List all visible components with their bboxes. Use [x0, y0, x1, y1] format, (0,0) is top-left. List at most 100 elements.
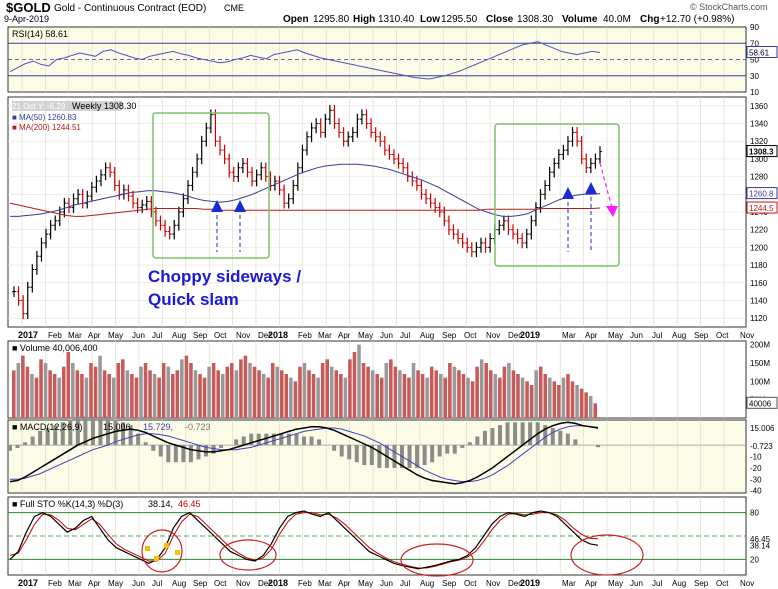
volume-bar: [34, 377, 39, 418]
volume-bar: [175, 370, 180, 418]
volume-bar: [475, 366, 479, 418]
macd-hist-bar: [173, 445, 178, 463]
highlight-circle: [400, 543, 474, 577]
open-label: Open: [283, 14, 309, 25]
volume-bar: [443, 377, 448, 418]
month-tick: Oct: [464, 331, 477, 340]
macd-hist-bar: [241, 436, 246, 446]
volume-bar: [588, 396, 593, 418]
volume-bar: [130, 374, 134, 418]
volume-bar: [284, 374, 289, 418]
month-tick: Jun: [630, 579, 643, 588]
macd-hist-bar: [204, 445, 208, 457]
ohlc-readout: Open 1295.80 High 1310.40 Low 1295.50 Cl…: [283, 14, 735, 25]
date-axis-bg: [8, 576, 746, 589]
annotation-text-line: Choppy sideways /: [148, 267, 301, 286]
volume-bar: [125, 370, 130, 418]
volume-bar: [66, 352, 71, 418]
macd-hist-bar: [550, 427, 555, 446]
volume-bar: [534, 370, 538, 418]
volume-bar: [543, 374, 548, 418]
month-tick: Sep: [694, 579, 709, 588]
volume-bar: [230, 363, 234, 418]
yellow-marker: [154, 556, 159, 561]
volume-bar: [116, 363, 121, 418]
volume-bar: [98, 355, 102, 418]
volume-last-value: 40006: [749, 399, 772, 408]
macd-hist-bar: [354, 445, 359, 463]
volume-bar: [561, 377, 566, 418]
price-y-tick: 1280: [750, 173, 768, 182]
month-tick: Apr: [338, 579, 351, 588]
macd-hist-bar: [279, 433, 284, 446]
ma200-legend: ■ MA(200) 1244.51: [12, 123, 81, 132]
volume-bar: [584, 392, 588, 418]
date-axis-bg: [8, 328, 746, 341]
macd-hist-bar: [30, 436, 35, 446]
volume-bar: [252, 366, 257, 418]
ma50-legend: ■ MA(50) 1260.83: [12, 113, 77, 122]
volume-bar: [30, 374, 34, 418]
month-tick: Jun: [132, 331, 145, 340]
month-tick: Nov: [236, 331, 250, 340]
month-tick: Aug: [420, 579, 434, 588]
sto-d-line: [9, 512, 599, 569]
volume-bar: [202, 377, 207, 418]
month-tick: Mar: [562, 579, 576, 588]
macd-hist-bar: [75, 416, 80, 446]
macd-hist-bar: [143, 442, 148, 446]
macd-hist-bar: [543, 425, 548, 446]
ma200-line: [9, 202, 601, 217]
volume-bar: [448, 363, 452, 418]
volume-bar: [398, 370, 402, 418]
macd-line: [9, 421, 599, 485]
macd-hist-bar: [377, 445, 382, 468]
macd-hist-bar: [264, 433, 269, 446]
macd-hist-bar: [445, 445, 450, 454]
source-label: © StockCharts.com: [690, 2, 768, 12]
rsi-y-tick: 50: [750, 56, 759, 65]
volume-bar: [12, 370, 16, 418]
macd-hist-bar: [573, 439, 578, 446]
volume-bar: [184, 355, 189, 418]
month-tick: Nov: [740, 331, 754, 340]
volume-bar: [111, 377, 116, 418]
month-tick: May: [608, 579, 623, 588]
rsi-y-tick: 10: [750, 88, 759, 97]
macd-hist-bar: [520, 422, 525, 446]
month-tick: Nov: [236, 579, 250, 588]
volume-bar: [216, 370, 220, 418]
month-tick: May: [108, 331, 123, 340]
month-tick: Sep: [694, 331, 709, 340]
sto-y-tick: 38.14: [750, 541, 771, 550]
macd-hist-bar: [121, 422, 126, 446]
month-tick: Nov: [486, 579, 500, 588]
volume-bar: [302, 363, 307, 418]
price-y-tick: 1300: [750, 155, 768, 164]
open-value: 1295.80: [313, 14, 350, 25]
sto-d-value: 46.45: [178, 499, 201, 509]
ma50-line: [10, 163, 601, 217]
macd-hist-bar: [188, 445, 193, 463]
macd-hist-bar: [219, 445, 224, 448]
month-tick: Feb: [48, 331, 62, 340]
macd-hist-bar: [68, 419, 73, 446]
macd-hist-bar: [151, 445, 156, 451]
contract-description: Gold - Continuous Contract (EOD): [54, 3, 206, 14]
volume-bar: [211, 363, 216, 418]
top-date-axis: 2017 2018 2019 Feb Mar Apr May Jun Jul Aug Sep Oct N…: [8, 328, 754, 341]
volume-bar: [502, 366, 507, 418]
macd-y-tick: -10: [750, 453, 762, 462]
macd-hist-bar: [90, 416, 95, 446]
month-tick: Apr: [338, 331, 351, 340]
sto-y-tick: 20: [750, 555, 759, 564]
macd-hist-bar: [505, 422, 510, 446]
month-tick: Apr: [585, 579, 598, 588]
annotation-text-line: Quick slam: [148, 290, 239, 309]
ma200-badge: [746, 201, 778, 214]
volume-bar: [307, 370, 311, 418]
volume-bar: [189, 363, 193, 418]
volume-y-tick: 100M: [750, 377, 770, 386]
volume-bar: [370, 370, 375, 418]
month-tick: Jun: [380, 579, 393, 588]
